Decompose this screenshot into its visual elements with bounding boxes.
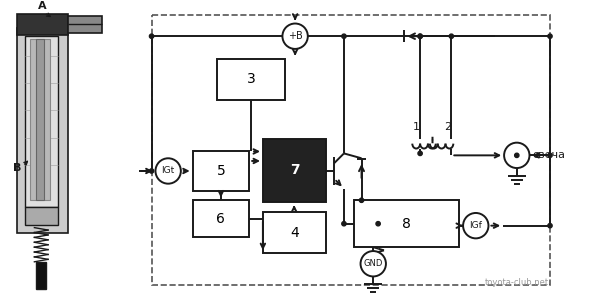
- Circle shape: [149, 169, 154, 173]
- Bar: [37, 39, 44, 200]
- Circle shape: [155, 158, 181, 184]
- Text: 1: 1: [413, 122, 420, 132]
- Circle shape: [548, 153, 552, 158]
- Text: IGt: IGt: [161, 166, 175, 176]
- Bar: [217, 59, 286, 100]
- Circle shape: [361, 251, 386, 276]
- Bar: [354, 200, 459, 247]
- Circle shape: [283, 24, 308, 49]
- Circle shape: [548, 224, 552, 228]
- Circle shape: [418, 34, 422, 38]
- Text: 8: 8: [402, 217, 411, 231]
- Text: 4: 4: [290, 225, 299, 240]
- Text: 7: 7: [290, 163, 299, 178]
- Text: 6: 6: [217, 212, 226, 226]
- Bar: [17, 14, 68, 35]
- Text: IGf: IGf: [469, 221, 482, 230]
- Text: B: B: [13, 163, 21, 173]
- Circle shape: [342, 222, 346, 226]
- Bar: [25, 36, 58, 207]
- Circle shape: [149, 34, 154, 38]
- Bar: [263, 139, 326, 202]
- Circle shape: [342, 34, 346, 38]
- Bar: [25, 207, 58, 225]
- Circle shape: [515, 153, 519, 158]
- Text: свеча: свеча: [532, 150, 565, 160]
- Text: +B: +B: [288, 31, 302, 41]
- Text: 2: 2: [444, 122, 451, 132]
- Circle shape: [548, 34, 552, 38]
- Bar: [193, 151, 249, 191]
- Text: 3: 3: [247, 72, 256, 86]
- Text: GND: GND: [364, 259, 383, 268]
- Circle shape: [359, 198, 364, 202]
- Circle shape: [449, 34, 454, 38]
- Bar: [68, 16, 102, 33]
- Bar: [193, 200, 249, 237]
- Bar: [31, 39, 50, 200]
- Bar: [152, 15, 550, 285]
- Circle shape: [504, 143, 529, 168]
- Circle shape: [418, 151, 422, 155]
- Text: toyota-club.net: toyota-club.net: [485, 278, 549, 287]
- Bar: [37, 262, 46, 289]
- Bar: [263, 212, 326, 253]
- Bar: [17, 28, 68, 233]
- Text: 5: 5: [217, 164, 225, 178]
- Text: A: A: [38, 1, 47, 11]
- Circle shape: [376, 222, 380, 226]
- Circle shape: [418, 34, 422, 38]
- Circle shape: [463, 213, 488, 238]
